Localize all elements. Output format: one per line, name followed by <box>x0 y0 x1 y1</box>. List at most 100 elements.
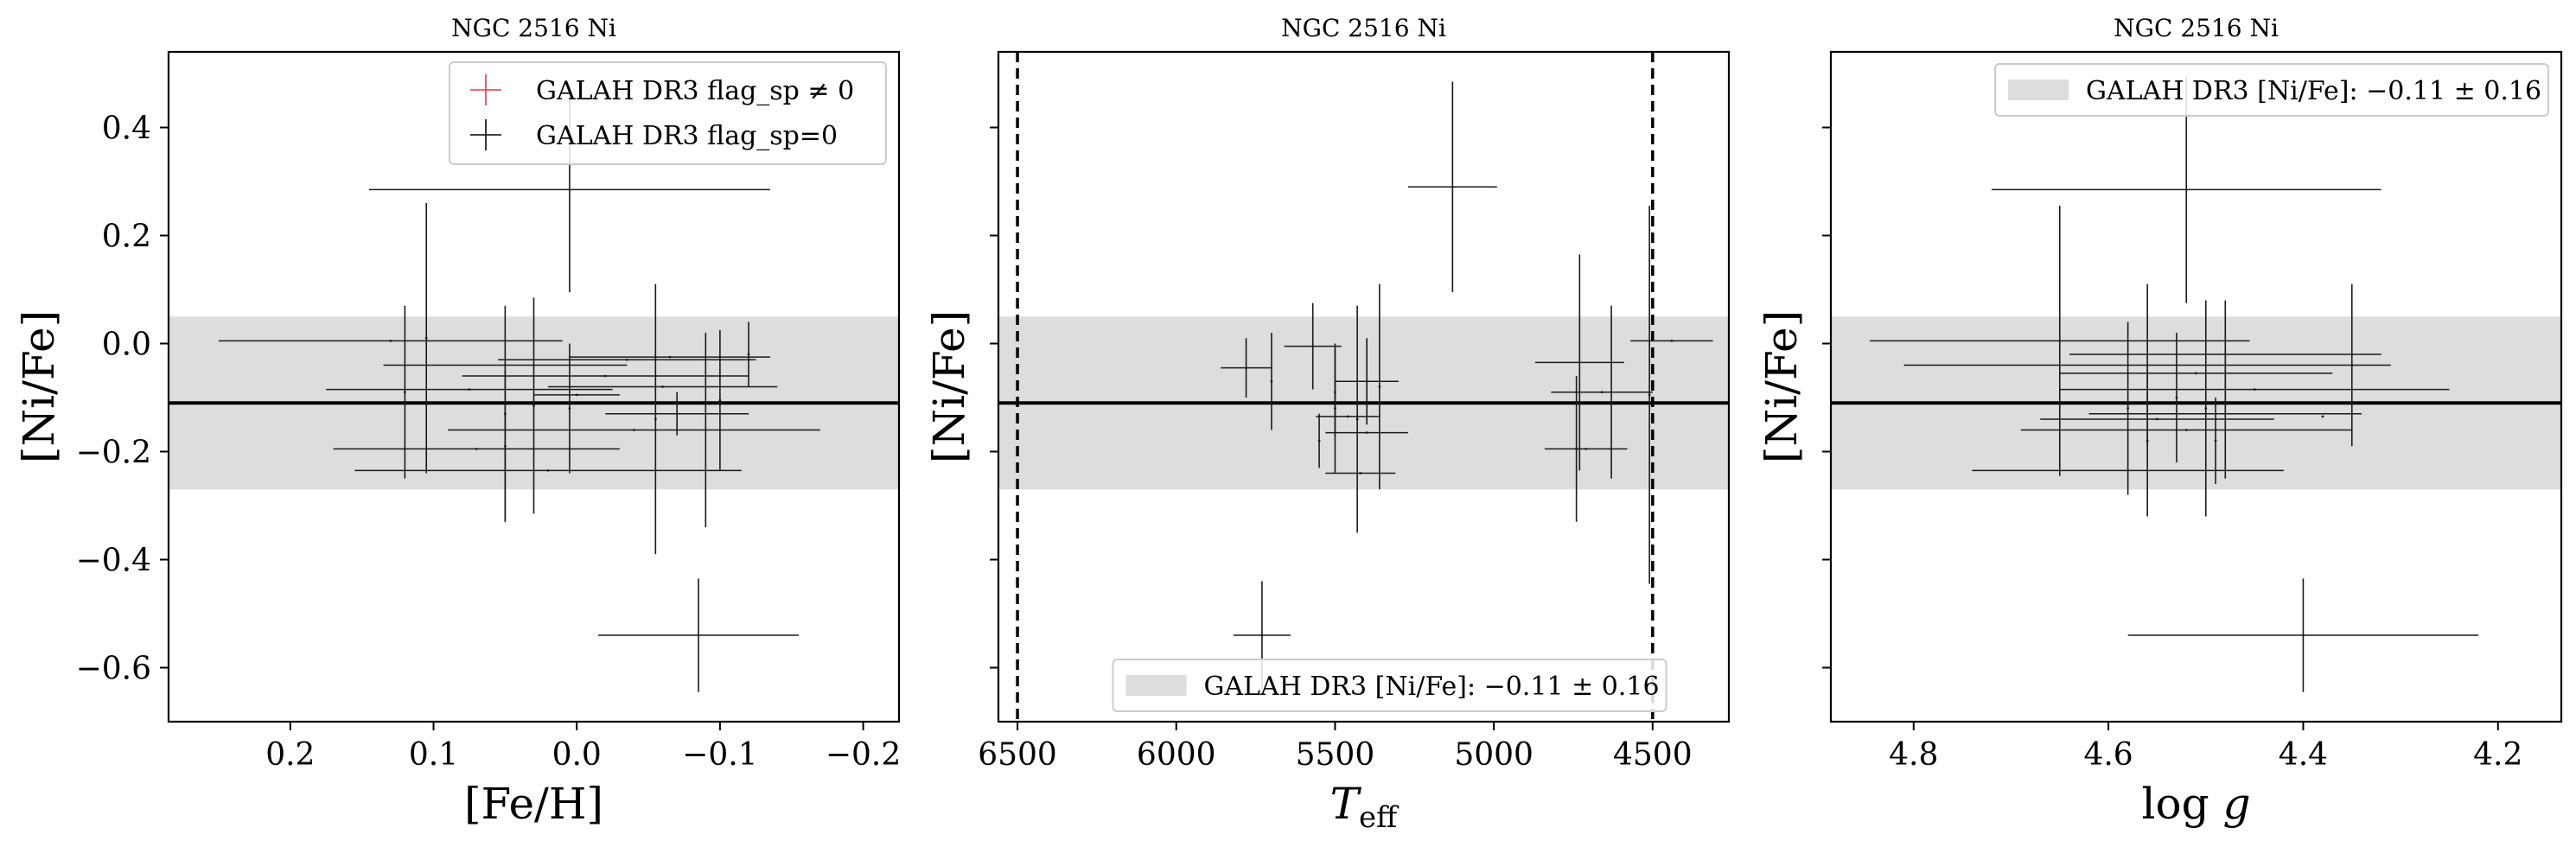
data-point <box>598 578 800 692</box>
x-tick-label: −0.2 <box>826 737 901 773</box>
data-point <box>1972 468 2284 472</box>
point-marker <box>2175 396 2178 399</box>
x-tick-label: 0.1 <box>409 737 458 773</box>
data-point <box>403 305 406 479</box>
point-marker <box>2146 439 2149 443</box>
y-axis-label: [Ni/Fe] <box>14 310 64 463</box>
x-axis-label-sub: eff <box>1359 800 1400 835</box>
data-point <box>1378 283 1381 490</box>
data-point <box>1270 333 1273 430</box>
y-axis-label: [Ni/Fe] <box>924 310 974 463</box>
point-marker <box>1584 447 1588 450</box>
point-marker <box>2253 388 2256 392</box>
point-marker <box>403 391 406 394</box>
plot-area <box>998 52 1729 722</box>
panel-1: 0.2 0.1 0.0 −0.1 −0.2 0.4 0.2 0.0 −0.2 −0.4 −0.6 NG… <box>14 14 901 829</box>
axes-frame <box>167 50 901 723</box>
legend-swatch <box>1125 675 1187 696</box>
point-marker <box>1311 345 1315 348</box>
panel-title: NGC 2516 Ni <box>451 14 616 42</box>
data-point <box>747 322 750 387</box>
data-point <box>718 329 722 471</box>
data-point <box>424 203 428 474</box>
data-point <box>326 388 613 392</box>
data-point <box>2321 415 2324 418</box>
point-marker <box>2058 339 2062 342</box>
legend-box <box>449 61 887 165</box>
point-marker <box>661 385 665 388</box>
data-point <box>1355 305 1359 533</box>
y-axis-label: [Ni/Fe] <box>1757 310 1807 463</box>
data-point <box>1630 339 1713 342</box>
point-marker <box>1317 439 1321 443</box>
point-marker <box>2350 364 2354 366</box>
data-point <box>354 468 742 472</box>
point-marker <box>2321 415 2324 418</box>
data-point <box>548 385 778 388</box>
data-point <box>1534 254 1624 471</box>
point-marker <box>1359 472 1362 474</box>
data-point <box>2214 398 2217 484</box>
point-marker <box>2184 188 2188 191</box>
point-marker <box>575 393 578 397</box>
point-marker <box>475 447 478 450</box>
y-tick-label: −0.4 <box>76 544 151 579</box>
data-point <box>569 355 770 359</box>
x-tick-label: 4.6 <box>2083 737 2133 773</box>
data-point <box>2126 322 2130 495</box>
x-axis-label-main: T <box>1330 779 1362 829</box>
data-point <box>1325 431 1408 435</box>
axes-frame <box>1829 50 2563 723</box>
point-marker <box>532 404 535 407</box>
point-marker <box>697 634 700 637</box>
data-point <box>2127 578 2479 692</box>
x-axis-label: [Fe/H] <box>464 779 603 829</box>
data-point <box>1325 472 1396 474</box>
data-point <box>1544 447 1628 450</box>
point-marker <box>747 353 750 356</box>
point-marker <box>1260 634 1264 637</box>
point-marker <box>1365 431 1368 435</box>
x-tick-label: 4.2 <box>2473 737 2522 773</box>
data-point <box>2175 333 2178 462</box>
data-point <box>448 429 820 431</box>
y-tick-label: 0.2 <box>102 220 151 255</box>
data-point <box>2088 348 2362 479</box>
point-marker <box>668 355 672 359</box>
plot-area <box>169 86 899 692</box>
y-tick-label: −0.6 <box>76 652 151 687</box>
point-marker <box>568 407 571 410</box>
point-marker <box>2184 429 2188 431</box>
point-marker <box>1365 379 1368 383</box>
data-point <box>654 283 657 555</box>
legend: GALAH DR3 [Ni/Fe]: −0.11 ± 0.16 <box>1994 63 2549 117</box>
y-tick-label: −0.2 <box>76 436 151 471</box>
point-marker <box>625 358 628 361</box>
data-point <box>2146 365 2149 517</box>
x-tick-label: 6000 <box>1137 737 1216 773</box>
data-point <box>2059 388 2450 392</box>
legend-box <box>1994 63 2549 117</box>
legend: GALAH DR3 [Ni/Fe]: −0.11 ± 0.16 <box>1112 659 1667 712</box>
point-marker <box>718 398 722 402</box>
point-marker <box>2126 468 2130 472</box>
point-marker <box>1648 393 1651 397</box>
x-tick-label: 4.8 <box>1889 737 1938 773</box>
legend-label: GALAH DR3 [Ni/Fe]: −0.11 ± 0.16 <box>1204 672 1660 702</box>
data-point <box>1551 391 1653 394</box>
point-marker <box>1346 415 1349 418</box>
x-tick-label: 6500 <box>978 737 1057 773</box>
data-point <box>2059 372 2333 375</box>
y-tick-label: 0.4 <box>102 111 151 147</box>
x-tick-label: 5500 <box>1296 737 1375 773</box>
x-tick-label: 4.4 <box>2279 737 2328 773</box>
point-marker <box>1378 385 1381 388</box>
point-marker <box>1670 339 1674 342</box>
point-marker <box>2302 634 2305 637</box>
point-marker <box>1245 366 1247 370</box>
legend-label: GALAH DR3 [Ni/Fe]: −0.11 ± 0.16 <box>2086 76 2541 106</box>
data-point <box>605 392 749 436</box>
point-marker <box>2214 439 2217 443</box>
x-tick-label: 0.0 <box>552 737 602 773</box>
x-tick-label: 4500 <box>1613 737 1693 773</box>
